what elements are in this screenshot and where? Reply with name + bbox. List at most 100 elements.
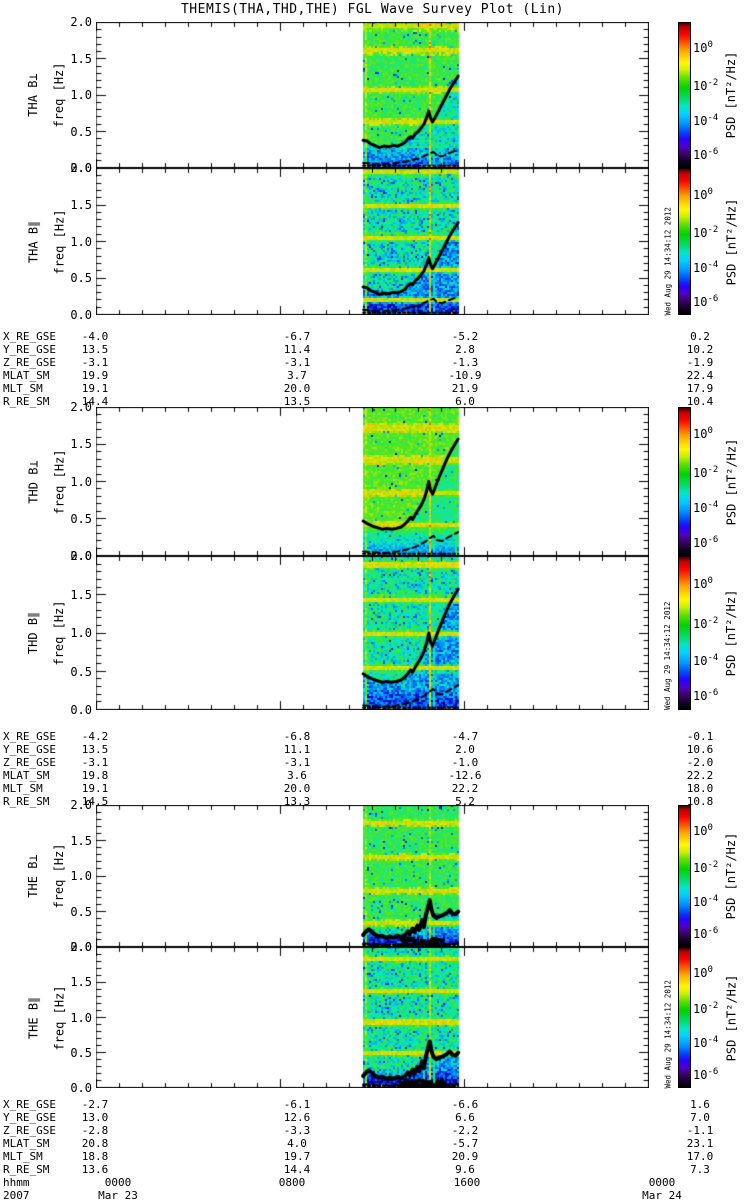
ephemeris-value: 13.0	[50, 1111, 140, 1124]
hhmm-axis-label: hhmm	[3, 1176, 63, 1189]
colorbar-tick-label: 100	[693, 963, 713, 977]
ytick-label: 0.5	[50, 512, 92, 526]
ytick-label: 0.5	[50, 271, 92, 285]
ephemeris-value: -6.6	[420, 1098, 510, 1111]
ytick-label: 1.0	[50, 475, 92, 489]
ephemeris-value: -3.3	[252, 1124, 342, 1137]
ephemeris-value: -2.2	[420, 1124, 510, 1137]
ephemeris-value: 14.4	[252, 1163, 342, 1176]
ephemeris-value: -2.8	[50, 1124, 140, 1137]
colorbar-gradient	[678, 556, 691, 710]
ephemeris-value: 20.0	[252, 382, 342, 395]
ephemeris-value: 19.8	[50, 769, 140, 782]
panel-label-tha-bpar: THA B∥	[26, 168, 40, 315]
ephemeris-value: -10.9	[420, 369, 510, 382]
ephemeris-value: 22.2	[420, 782, 510, 795]
spectrogram-panel-tha-bperp	[96, 22, 649, 168]
colorbar-tick-label: 10-6	[693, 533, 718, 547]
ephemeris-value: 2.0	[420, 743, 510, 756]
ytick-label: 2.0	[50, 15, 92, 29]
ephemeris-value: 13.5	[50, 343, 140, 356]
wave-survey-plot: THEMIS(THA,THD,THE) FGL Wave Survey Plot…	[0, 0, 750, 1200]
ephemeris-value: -3.1	[252, 756, 342, 769]
time-tick-label: 1600	[427, 1176, 507, 1189]
time-tick-label: 0000	[622, 1176, 702, 1189]
ephemeris-value: 22.2	[655, 769, 745, 782]
colorbar-tick-label: 10-6	[693, 292, 718, 306]
ephemeris-value: 21.9	[420, 382, 510, 395]
spectrogram-panel-thd-bperp	[96, 407, 649, 556]
ytick-label: 0.5	[50, 1046, 92, 1060]
panel-label-the-bpar: THE B∥	[26, 947, 40, 1088]
ephemeris-value: -6.7	[252, 330, 342, 343]
colorbar-tick-label: 10-2	[693, 999, 718, 1013]
spectrogram-panel-the-bperp	[96, 805, 649, 947]
date-start-label: Mar 23	[73, 1189, 163, 1202]
ephemeris-value: 2.8	[420, 343, 510, 356]
ephemeris-value: 23.1	[655, 1137, 745, 1150]
ephemeris-value: 4.0	[252, 1137, 342, 1150]
colorbar-gradient	[678, 805, 691, 947]
colorbar-gradient	[678, 22, 691, 168]
colorbar-tick-label: 10-4	[693, 651, 718, 665]
colorbar-tick-label: 100	[693, 424, 713, 438]
ephemeris-value: 19.9	[50, 369, 140, 382]
colorbar-tick-label: 10-2	[693, 223, 718, 237]
ephemeris-value: 20.0	[252, 782, 342, 795]
ephemeris-value: -6.1	[252, 1098, 342, 1111]
ephemeris-value: 0.2	[655, 330, 745, 343]
colorbar-tick-label: 10-6	[693, 686, 718, 700]
ephemeris-value: -1.3	[420, 356, 510, 369]
date-end-label: Mar 24	[617, 1189, 707, 1202]
colorbar-tick-label: 100	[693, 38, 713, 52]
colorbar-tick-label: 10-4	[693, 258, 718, 272]
ephemeris-value: 19.1	[50, 382, 140, 395]
ephemeris-value: 10.4	[655, 395, 745, 408]
ephemeris-value: -4.7	[420, 730, 510, 743]
ytick-label: 1.5	[50, 437, 92, 451]
ytick-label: 1.0	[50, 1011, 92, 1025]
ephemeris-value: -1.1	[655, 1124, 745, 1137]
time-tick-label: 0000	[78, 1176, 158, 1189]
ytick-label: 1.5	[50, 198, 92, 212]
colorbar-tick-label: 10-4	[693, 498, 718, 512]
ephemeris-value: 9.6	[420, 1163, 510, 1176]
panel-label-the-bperp: THE B⊥	[26, 805, 40, 947]
ytick-label: 2.0	[50, 940, 92, 954]
colorbar-tick-label: 10-6	[693, 145, 718, 159]
ytick-label: 2.0	[50, 161, 92, 175]
plot-timestamp-the-bpar: Wed Aug 29 14:34:12 2012	[661, 947, 675, 1088]
colorbar-tick-label: 10-2	[693, 76, 718, 90]
ephemeris-value: -1.0	[420, 756, 510, 769]
ephemeris-value: 5.2	[420, 795, 510, 808]
ephemeris-value: 7.3	[655, 1163, 745, 1176]
ephemeris-value: 13.5	[252, 395, 342, 408]
psd-axis-label-the-bperp: PSD [nT²/Hz]	[724, 800, 738, 952]
panel-label-thd-bpar: THD B∥	[26, 556, 40, 710]
colorbar-tick-label: 10-6	[693, 1065, 718, 1079]
ephemeris-value: -0.1	[655, 730, 745, 743]
ytick-label: 1.5	[50, 834, 92, 848]
ephemeris-value: 10.6	[655, 743, 745, 756]
ytick-label: 1.0	[50, 88, 92, 102]
ephemeris-value: 3.7	[252, 369, 342, 382]
colorbar-gradient	[678, 168, 691, 315]
ephemeris-value: -12.6	[420, 769, 510, 782]
ephemeris-value: 11.1	[252, 743, 342, 756]
panel-label-tha-bperp: THA B⊥	[26, 22, 40, 168]
ephemeris-value: 14.5	[50, 795, 140, 808]
ephemeris-value: -5.7	[420, 1137, 510, 1150]
ephemeris-value: -5.2	[420, 330, 510, 343]
colorbar-tick-label: 10-4	[693, 111, 718, 125]
colorbar-tick-label: 10-2	[693, 614, 718, 628]
colorbar-tick-label: 10-2	[693, 858, 718, 872]
ephemeris-value: -4.2	[50, 730, 140, 743]
ephemeris-value: -3.1	[50, 356, 140, 369]
ephemeris-value: 17.9	[655, 382, 745, 395]
ytick-label: 0.5	[50, 905, 92, 919]
plot-timestamp-thd-bpar: Wed Aug 29 14:34:12 2012	[661, 556, 675, 710]
spectrogram-panel-thd-bpar	[96, 556, 649, 710]
ephemeris-value: -3.1	[252, 356, 342, 369]
ephemeris-value: 17.0	[655, 1150, 745, 1163]
psd-axis-label-thd-bperp: PSD [nT²/Hz]	[724, 402, 738, 561]
